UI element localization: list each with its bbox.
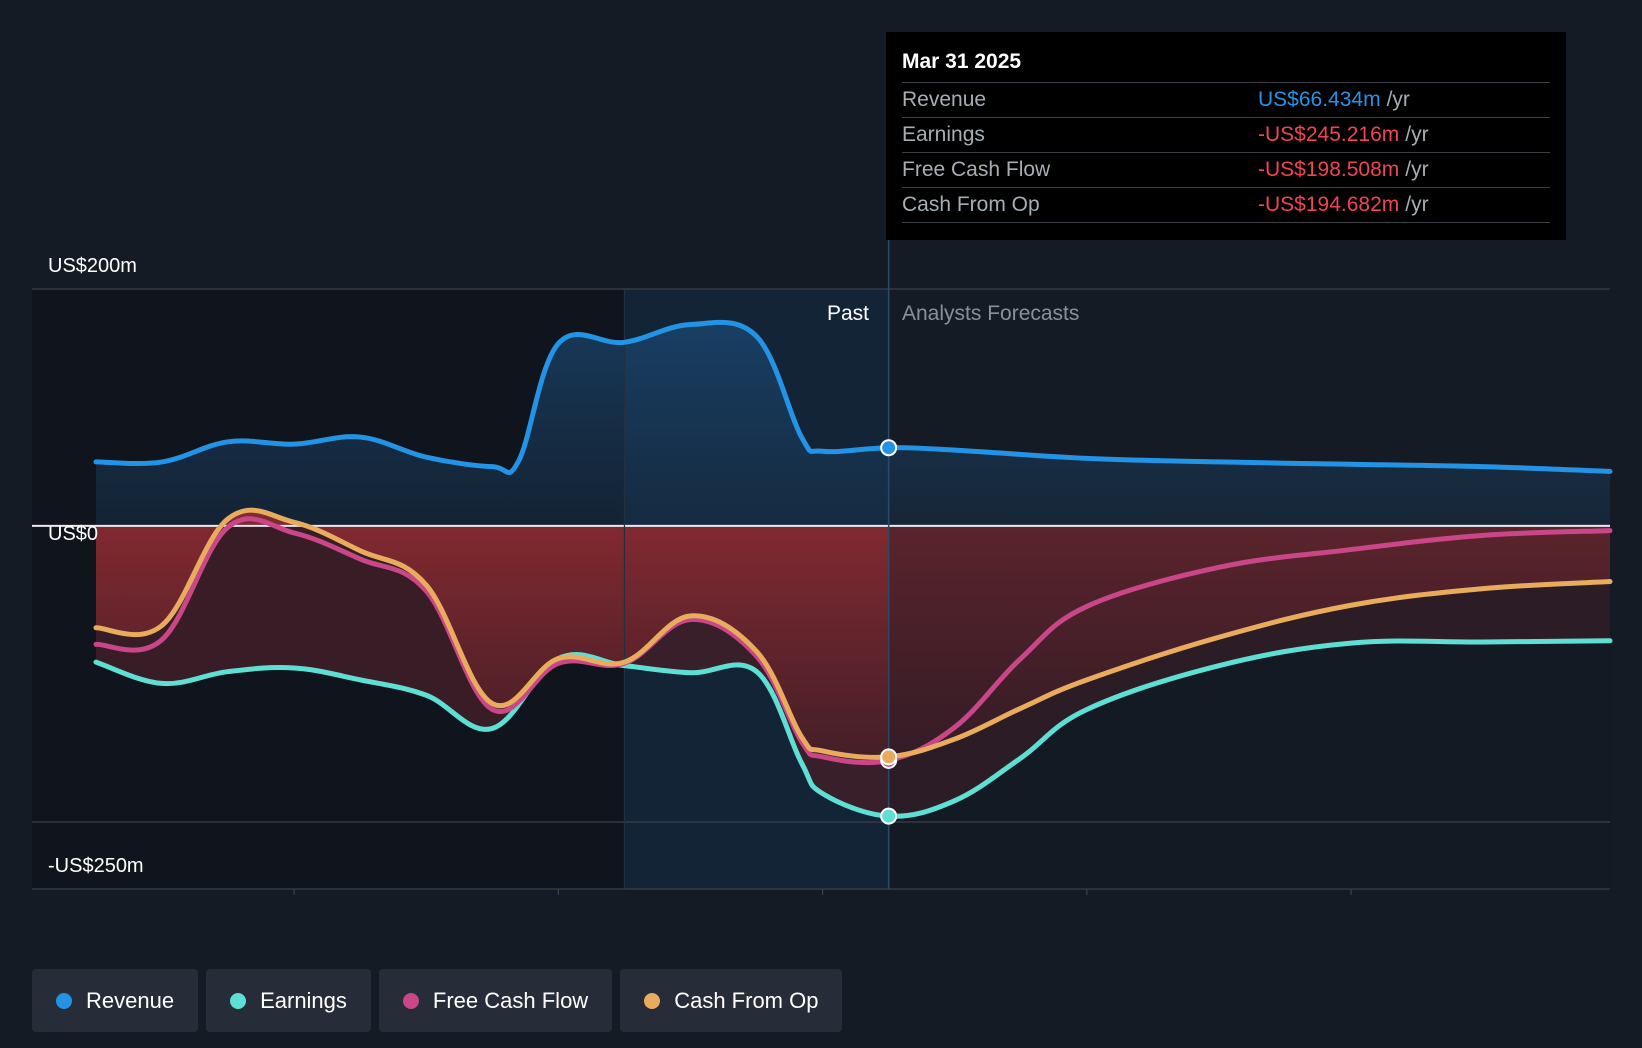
cash-from-op-area bbox=[96, 510, 1610, 758]
revenue-area bbox=[96, 322, 1610, 526]
tooltip-row-value: -US$194.682m bbox=[1258, 193, 1400, 216]
legend-label: Free Cash Flow bbox=[432, 987, 589, 1013]
legend-label: Cash From Op bbox=[674, 987, 819, 1013]
earnings-point bbox=[880, 807, 898, 825]
tooltip-row-unit: /yr bbox=[1405, 193, 1429, 216]
legend-label: Revenue bbox=[86, 987, 175, 1013]
tooltip-row-value: -US$198.508m bbox=[1258, 158, 1400, 181]
chart-legend: Revenue Earnings Free Cash Flow Cash Fro… bbox=[32, 969, 843, 1032]
tooltip-row-cash-from-op: Cash From Op -US$194.682m /yr bbox=[902, 188, 1550, 223]
revenue-line bbox=[93, 319, 1613, 476]
tooltip-row-value: -US$245.216m bbox=[1258, 123, 1400, 146]
legend-dot-icon bbox=[644, 992, 661, 1009]
legend-dot-icon bbox=[56, 992, 72, 1009]
tooltip-row-free-cash-flow: Free Cash Flow -US$198.508m /yr bbox=[902, 153, 1550, 188]
tooltip-row-label: Cash From Op bbox=[902, 193, 1040, 216]
legend-dot-icon bbox=[230, 992, 247, 1009]
tooltip-row-label: Revenue bbox=[902, 88, 987, 111]
forecast-dim bbox=[888, 525, 1610, 889]
tooltip-row-label: Earnings bbox=[902, 123, 985, 146]
tooltip-row-unit: /yr bbox=[1405, 123, 1429, 146]
financial-chart: US$200m US$0 -US$250m Past Analysts Fore… bbox=[32, 240, 1613, 895]
cash-from-op-point bbox=[880, 748, 898, 766]
cash-from-op-line bbox=[93, 507, 1613, 760]
tooltip-date: Mar 31 2025 bbox=[902, 46, 1550, 83]
tooltip-row-value: US$66.434m bbox=[1258, 88, 1381, 111]
legend-item-revenue[interactable]: Revenue bbox=[32, 969, 199, 1032]
tooltip-row-revenue: Revenue US$66.434m /yr bbox=[902, 83, 1550, 118]
legend-item-free-cash-flow[interactable]: Free Cash Flow bbox=[378, 969, 613, 1032]
legend-item-cash-from-op[interactable]: Cash From Op bbox=[620, 969, 843, 1032]
y-axis-label-zero: US$0 bbox=[48, 523, 98, 545]
tooltip-row-unit: /yr bbox=[1405, 158, 1429, 181]
tooltip-row-unit: /yr bbox=[1386, 88, 1410, 111]
tooltip-row-earnings: Earnings -US$245.216m /yr bbox=[902, 118, 1550, 153]
revenue-point bbox=[880, 439, 898, 457]
past-label: Past bbox=[827, 302, 869, 325]
free-cash-flow-line bbox=[93, 516, 1613, 766]
legend-dot-icon bbox=[402, 992, 419, 1009]
data-tooltip: Mar 31 2025 Revenue US$66.434m /yr Earni… bbox=[886, 32, 1566, 240]
tooltip-row-label: Free Cash Flow bbox=[902, 158, 1051, 181]
legend-item-earnings[interactable]: Earnings bbox=[206, 969, 371, 1032]
forecast-label: Analysts Forecasts bbox=[902, 302, 1079, 325]
y-axis-label-top: US$200m bbox=[48, 255, 137, 277]
legend-label: Earnings bbox=[260, 987, 347, 1013]
earnings-line bbox=[93, 638, 1613, 819]
y-axis-label-bottom: -US$250m bbox=[48, 855, 144, 877]
